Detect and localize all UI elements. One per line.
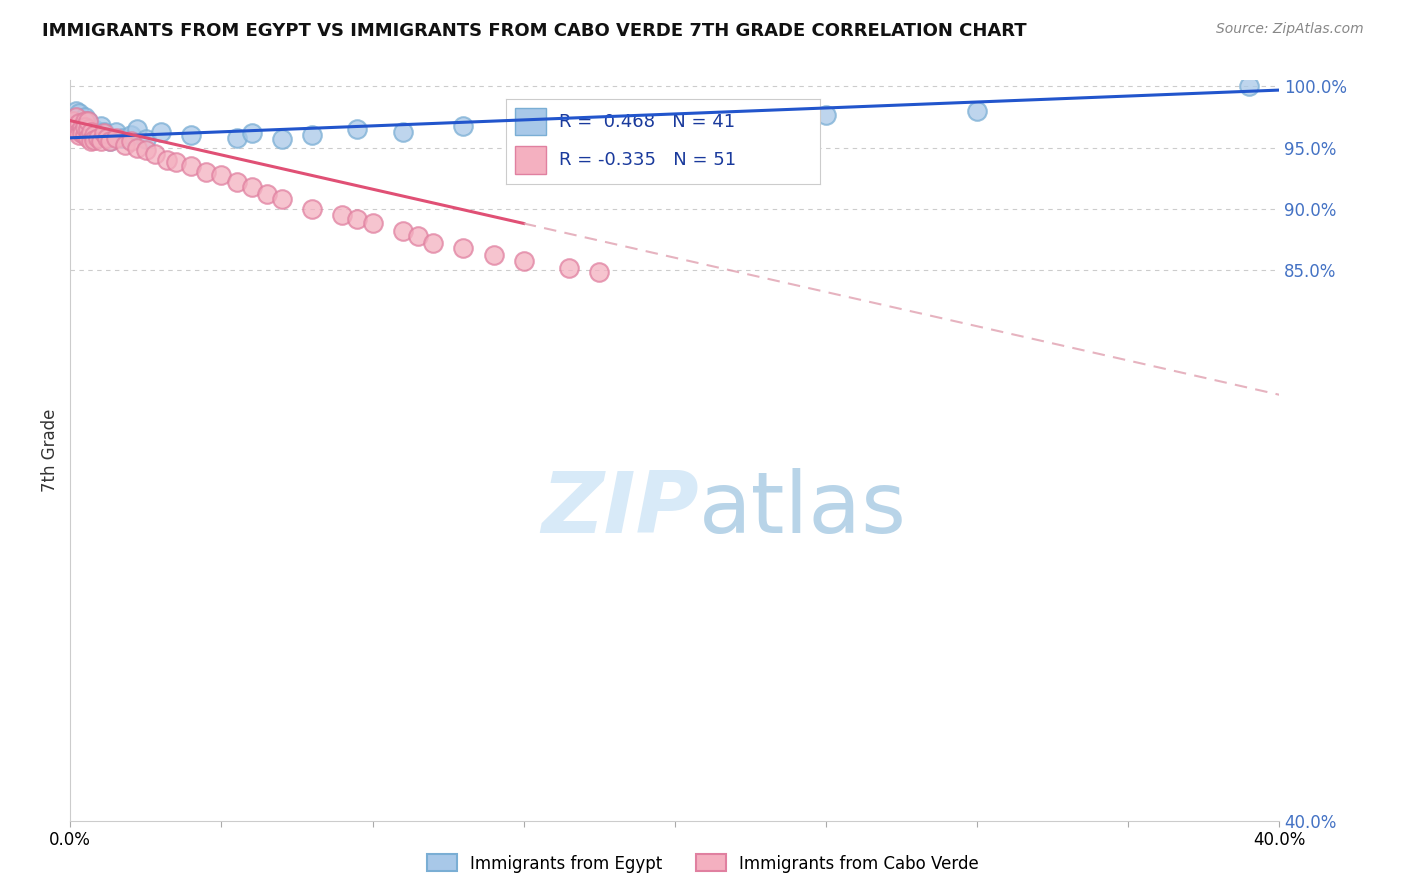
Point [90,119,111,133]
Point [120,135,142,149]
Point [83,133,105,147]
Point [83,128,105,143]
Point [406,228,429,243]
Point [301,202,323,216]
Point [346,211,368,226]
Point [180,159,202,173]
Point [90,128,111,143]
Point [225,175,247,189]
Point [65,110,87,124]
Point [62,119,84,133]
Point [65,103,87,118]
Point [72,122,94,136]
Point [75,125,97,139]
Point [67,106,90,120]
Point [664,110,686,124]
Point [114,138,136,153]
Point [62,113,84,128]
Point [453,119,475,133]
Point [588,265,610,279]
Point [86,130,108,145]
Point [301,128,323,143]
Point [77,113,100,128]
Point [80,121,103,136]
Point [211,168,233,182]
Point [120,128,142,143]
Point [77,117,100,131]
Point [135,132,157,146]
Point [90,135,111,149]
Point [225,130,247,145]
Point [80,135,103,149]
Point [62,113,84,128]
Point [67,125,90,139]
Point [75,128,97,143]
Point [67,128,90,143]
Point [180,128,202,143]
Point [143,146,166,161]
Point [361,217,384,231]
Point [558,260,581,275]
Point [270,192,294,206]
Point [93,125,115,139]
Point [150,125,172,139]
Point [72,120,94,134]
Point [391,125,415,139]
Point [346,122,368,136]
Point [240,179,263,194]
Point [67,116,90,130]
Point [588,116,610,130]
Point [966,103,988,118]
Point [125,122,148,136]
Legend: Immigrants from Egypt, Immigrants from Cabo Verde: Immigrants from Egypt, Immigrants from C… [420,847,986,880]
Point [815,107,838,121]
Point [1239,79,1261,94]
Point [72,126,94,140]
Point [75,120,97,134]
Point [513,254,536,268]
Point [482,248,505,262]
Point [422,235,444,250]
Point [332,208,354,222]
Point [93,126,115,140]
Text: atlas: atlas [699,468,907,551]
Point [195,165,218,179]
Point [65,122,87,136]
Point [83,122,105,136]
Text: ZIP: ZIP [541,468,699,551]
Point [453,241,475,255]
Point [72,116,94,130]
Point [77,130,100,145]
Point [80,128,103,143]
Point [156,153,179,167]
Y-axis label: 7th Grade: 7th Grade [41,409,59,492]
Point [104,130,127,145]
Point [111,130,134,145]
Text: Source: ZipAtlas.com: Source: ZipAtlas.com [1216,22,1364,37]
Point [75,113,97,128]
Point [104,125,127,139]
Text: IMMIGRANTS FROM EGYPT VS IMMIGRANTS FROM CABO VERDE 7TH GRADE CORRELATION CHART: IMMIGRANTS FROM EGYPT VS IMMIGRANTS FROM… [42,22,1026,40]
Point [67,119,90,133]
Point [256,187,278,202]
Point [77,113,100,128]
Point [75,110,97,124]
Point [240,126,263,140]
Point [96,130,118,145]
Point [65,110,87,124]
Point [165,155,187,169]
Point [125,140,148,154]
Point [391,224,415,238]
Point [86,125,108,139]
Point [96,129,118,144]
Point [77,122,100,136]
Point [270,132,294,146]
Point [80,125,103,139]
Point [83,130,105,145]
Point [98,135,121,149]
Point [135,143,157,157]
Point [98,135,121,149]
Point [527,113,550,128]
